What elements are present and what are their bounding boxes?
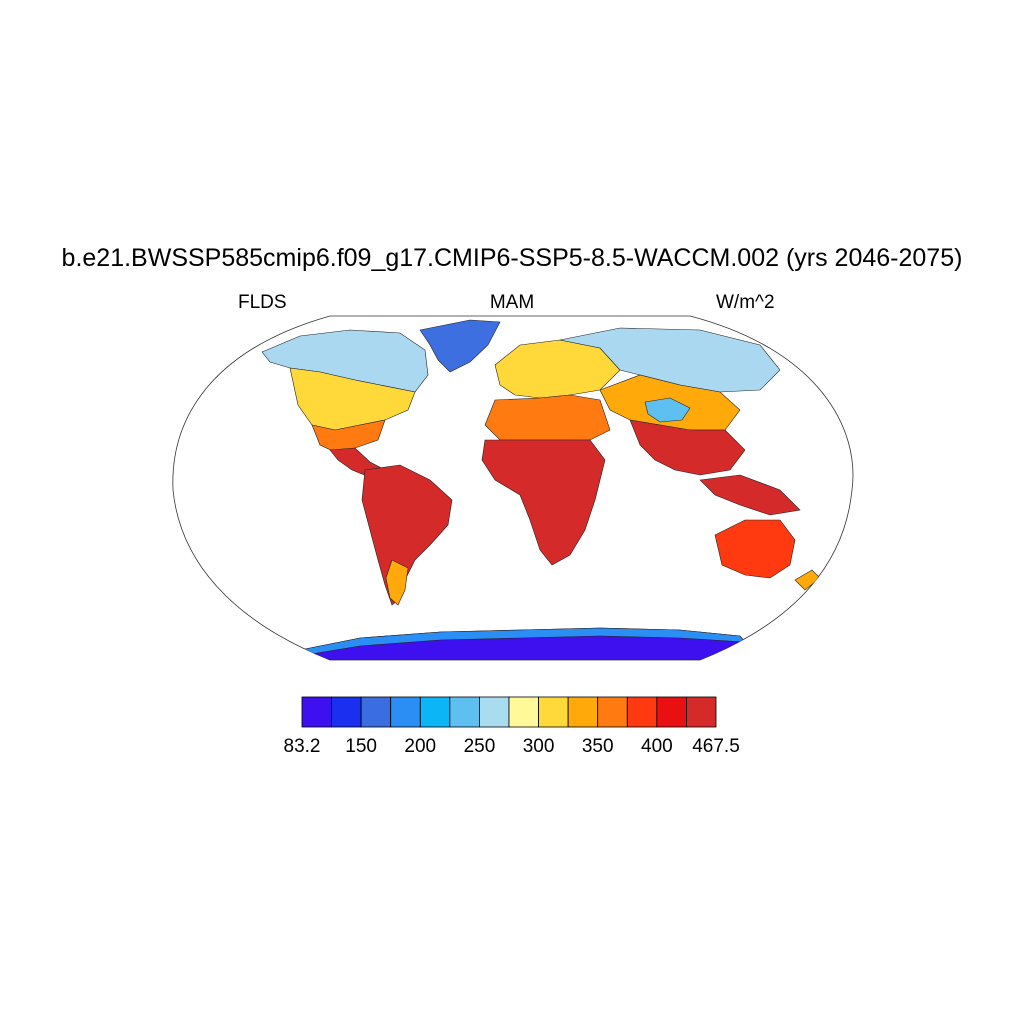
south-asia [629,419,746,476]
africa-central [481,439,606,566]
colorbar-box [449,696,480,728]
colorbar-box [567,696,599,728]
colorbar-box [656,696,687,728]
south-america-tip [385,559,409,606]
greenland [419,319,501,373]
colorbar-tick-label: 150 [345,736,377,757]
colorbar-box [419,696,451,728]
colorbar-labels: 83.2 150 200 250 300 350 400 467.5 [284,736,740,757]
colorbar-box [390,696,421,728]
colorbar-box [331,696,362,728]
indonesia [699,474,801,516]
colorbar-tick-label: 250 [464,736,496,757]
variable-label: FLDS [238,292,287,313]
colorbar-box [597,696,628,728]
season-label: MAM [489,292,535,313]
colorbar-box [686,696,717,728]
colorbar-box [360,696,392,728]
africa-north [484,394,611,441]
colorbar-tick-label: 83.2 [284,736,321,757]
colorbar-tick-label: 350 [582,736,614,757]
units-label: W/m^2 [716,292,775,313]
north-america-south [311,419,386,453]
colorbar-box [301,696,332,728]
australia [714,519,796,579]
colorbar-boxes [301,696,717,728]
colorbar-tick-label: 400 [641,736,673,757]
asia-north [559,327,781,393]
tibetan-plateau [644,397,691,423]
plot-title: b.e21.BWSSP585cmip6.f09_g17.CMIP6-SSP5-8… [61,244,963,272]
colorbar-box [626,696,658,728]
colorbar-box [538,696,569,728]
colorbar-box [479,696,510,728]
colorbar-tick-label: 200 [404,736,436,757]
north-america-mid [289,367,416,431]
colorbar-box [508,696,539,728]
colorbar-tick-label: 300 [523,736,555,757]
colorbar-tick-label: 467.5 [692,736,740,757]
